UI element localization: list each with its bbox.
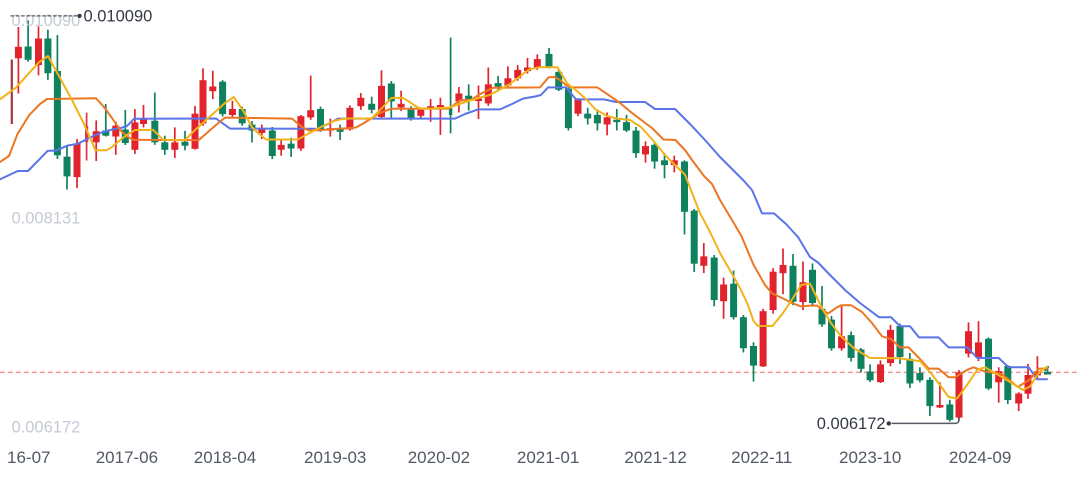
svg-text:0.006172: 0.006172 [817, 415, 886, 433]
svg-text:2022-11: 2022-11 [731, 448, 792, 467]
svg-text:2021-01: 2021-01 [517, 448, 579, 467]
svg-text:0.010090: 0.010090 [84, 8, 153, 26]
svg-text:2020-02: 2020-02 [408, 448, 470, 467]
svg-text:0.010090: 0.010090 [12, 12, 81, 30]
svg-text:2017-06: 2017-06 [96, 448, 158, 467]
svg-text:2019-03: 2019-03 [304, 448, 366, 467]
svg-text:2018-04: 2018-04 [194, 448, 256, 467]
svg-text:2024-09: 2024-09 [949, 448, 1011, 467]
svg-text:2021-12: 2021-12 [624, 448, 686, 467]
svg-text:16-07: 16-07 [7, 448, 50, 467]
svg-text:0.006172: 0.006172 [12, 418, 81, 436]
svg-text:2023-10: 2023-10 [839, 448, 901, 467]
svg-text:0.008131: 0.008131 [12, 210, 81, 228]
